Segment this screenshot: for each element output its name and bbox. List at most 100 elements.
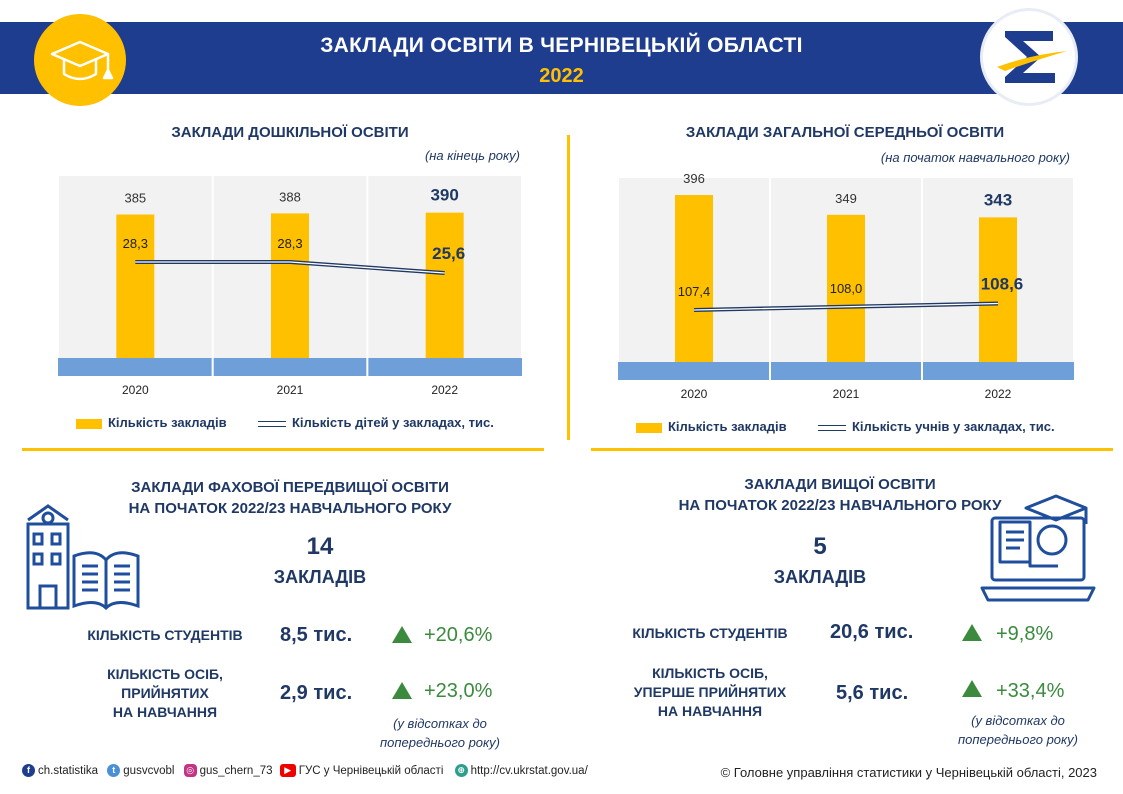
bar-value-label: 390 (430, 186, 458, 205)
vocational-admitted-change: +23,0% (424, 680, 493, 702)
laptop-graduate-icon (978, 488, 1100, 611)
chart-secondary: 396 349 343 2020 2021 2022 107,4 108,0 108,6 (618, 174, 1074, 401)
higher-title-line2: НА ПОЧАТОК 2022/23 НАВЧАЛЬНОГО РОКУ (678, 497, 1002, 514)
vocational-count-unit: ЗАКЛАДІВ (273, 567, 367, 587)
website-url: http://cv.ukrstat.gov.ua/ (470, 764, 588, 777)
vocational-students-change: +20,6% (424, 624, 493, 646)
line-value-label: 108,6 (981, 275, 1024, 294)
legend-line-label: Кількість учнів у закладах, тис. (852, 419, 1055, 434)
higher-students-change: +9,8% (996, 623, 1054, 645)
legend-line-label: Кількість дітей у закладах, тис. (292, 415, 494, 430)
chart-secondary-legend-bars: Кількість закладів (636, 419, 787, 434)
instagram-icon: ◎ (183, 764, 197, 777)
line-series-inner (135, 261, 445, 274)
instagram-handle: gus_chern_73 (199, 764, 273, 777)
higher-admitted-change: +33,4% (996, 680, 1065, 702)
note-line: попереднього року) (957, 732, 1079, 747)
chart-preschool-subtitle: (на кінець року) (424, 148, 520, 163)
bar-value-label: 388 (279, 189, 301, 204)
legend-bar-label: Кількість закладів (668, 419, 787, 434)
label-line: ПРИЙНЯТИХ (121, 685, 209, 701)
facebook-handle: ch.statistika (38, 764, 99, 777)
bar-2022 (425, 212, 464, 358)
label-line: НА НАВЧАННЯ (657, 703, 763, 719)
label-line: КІЛЬКІСТЬ ОСІБ, (107, 666, 223, 682)
vocational-students-label: КІЛЬКІСТЬ СТУДЕНТІВ (87, 627, 243, 643)
vocational-title-line1: ЗАКЛАДИ ФАХОВОЇ ПЕРЕДВИЩОЇ ОСВІТИ (131, 479, 449, 496)
footer-copyright: © Головне управління статистики у Чернів… (720, 765, 1097, 780)
footer-social: f ch.statistika t gusvcvobl ◎ gus_chern_73 … (22, 764, 588, 777)
line-value-label: 107,4 (678, 284, 711, 299)
bar-value-label: 396 (683, 174, 705, 186)
bar-value-label: 349 (835, 191, 857, 206)
increase-arrow-icon (392, 682, 412, 699)
legend-bar-swatch (76, 418, 102, 429)
bar-value-label: 343 (984, 190, 1012, 209)
higher-count-unit: ЗАКЛАДІВ (773, 567, 867, 587)
youtube-icon: ▶ (279, 764, 296, 777)
vertical-divider (567, 135, 570, 440)
x-axis-band (58, 358, 522, 376)
instagram-link[interactable]: ◎ gus_chern_73 (183, 764, 273, 777)
increase-arrow-icon (962, 624, 982, 641)
increase-arrow-icon (392, 626, 412, 643)
bar-2021 (827, 214, 865, 362)
legend-bar-swatch (636, 422, 662, 433)
note-line: попереднього року) (379, 735, 501, 750)
higher-students-value: 20,6 тис. (830, 621, 914, 643)
vocational-note: (у відсотках до попереднього року) (360, 714, 520, 752)
higher-admitted-value: 5,6 тис. (836, 682, 909, 704)
higher-title-line1: ЗАКЛАДИ ВИЩОЇ ОСВІТИ (744, 476, 936, 493)
higher-students-label: КІЛЬКІСТЬ СТУДЕНТІВ (632, 625, 788, 641)
label-line: НА НАВЧАННЯ (112, 704, 218, 720)
bar-2020 (675, 195, 713, 362)
increase-arrow-icon (962, 680, 982, 697)
note-line: (у відсотках до (971, 713, 1065, 728)
x-tick-label: 2022 (431, 383, 458, 397)
legend-line-swatch (258, 420, 286, 427)
line-series-inner (693, 302, 999, 311)
horizontal-divider-left (22, 448, 544, 451)
header-banner (0, 22, 1123, 94)
chart-preschool-legend-bars: Кількість закладів (76, 415, 227, 430)
line-value-label: 28,3 (277, 236, 302, 251)
bar-2022 (979, 217, 1017, 362)
globe-icon: ⊕ (454, 764, 468, 777)
horizontal-divider-right (591, 448, 1113, 451)
twitter-handle: gusvcvobl (123, 764, 175, 777)
vocational-title: ЗАКЛАДИ ФАХОВОЇ ПЕРЕДВИЩОЇ ОСВІТИ НА ПОЧ… (80, 477, 500, 519)
chart-preschool: 385 388 390 2020 2021 2022 28,3 28,3 25,6 (58, 176, 522, 397)
label-line: КІЛЬКІСТЬ ОСІБ, (652, 665, 768, 681)
twitter-link[interactable]: t gusvcvobl (107, 764, 175, 777)
legend-line-swatch (818, 424, 846, 431)
note-line: (у відсотках до (393, 716, 487, 731)
chart-secondary-legend-line: Кількість учнів у закладах, тис. (818, 419, 1055, 434)
bar-value-label: 385 (124, 191, 146, 206)
chart-preschool-title: ЗАКЛАДИ ДОШКІЛЬНОЇ ОСВІТИ (171, 124, 409, 141)
building-books-icon (22, 498, 142, 618)
youtube-channel: ГУС у Чернівецькій області (298, 764, 444, 777)
legend-bar-label: Кількість закладів (108, 415, 227, 430)
facebook-link[interactable]: f ch.statistika (22, 764, 99, 777)
higher-count: 5 (813, 533, 827, 560)
line-value-label: 25,6 (432, 244, 465, 263)
chart-secondary-title: ЗАКЛАДИ ЗАГАЛЬНОЇ СЕРЕДНЬОЇ ОСВІТИ (685, 124, 1005, 141)
website-link[interactable]: ⊕ http://cv.ukrstat.gov.ua/ (454, 764, 588, 777)
page-title: ЗАКЛАДИ ОСВІТИ В ЧЕРНІВЕЦЬКІЙ ОБЛАСТІ (320, 34, 803, 57)
sigma-logo (980, 8, 1078, 106)
facebook-icon: f (22, 764, 35, 777)
higher-note: (у відсотках до попереднього року) (938, 711, 1098, 749)
x-tick-label: 2020 (122, 383, 149, 397)
line-value-label: 28,3 (123, 236, 148, 251)
vocational-admitted-value: 2,9 тис. (280, 682, 353, 704)
higher-title: ЗАКЛАДИ ВИЩОЇ ОСВІТИ НА ПОЧАТОК 2022/23 … (630, 474, 1050, 516)
x-axis-band (618, 362, 1074, 380)
chart-preschool-legend-line: Кількість дітей у закладах, тис. (258, 415, 494, 430)
chart-secondary-subtitle: (на початок навчального року) (880, 150, 1070, 165)
youtube-link[interactable]: ▶ ГУС у Чернівецькій області (279, 764, 444, 777)
vocational-students-value: 8,5 тис. (280, 624, 353, 646)
graduation-cap-icon (34, 14, 126, 106)
higher-admitted-label: КІЛЬКІСТЬ ОСІБ, УПЕРШЕ ПРИЙНЯТИХ НА НАВЧ… (610, 664, 810, 721)
x-tick-label: 2021 (277, 383, 304, 397)
vocational-title-line2: НА ПОЧАТОК 2022/23 НАВЧАЛЬНОГО РОКУ (128, 500, 452, 517)
